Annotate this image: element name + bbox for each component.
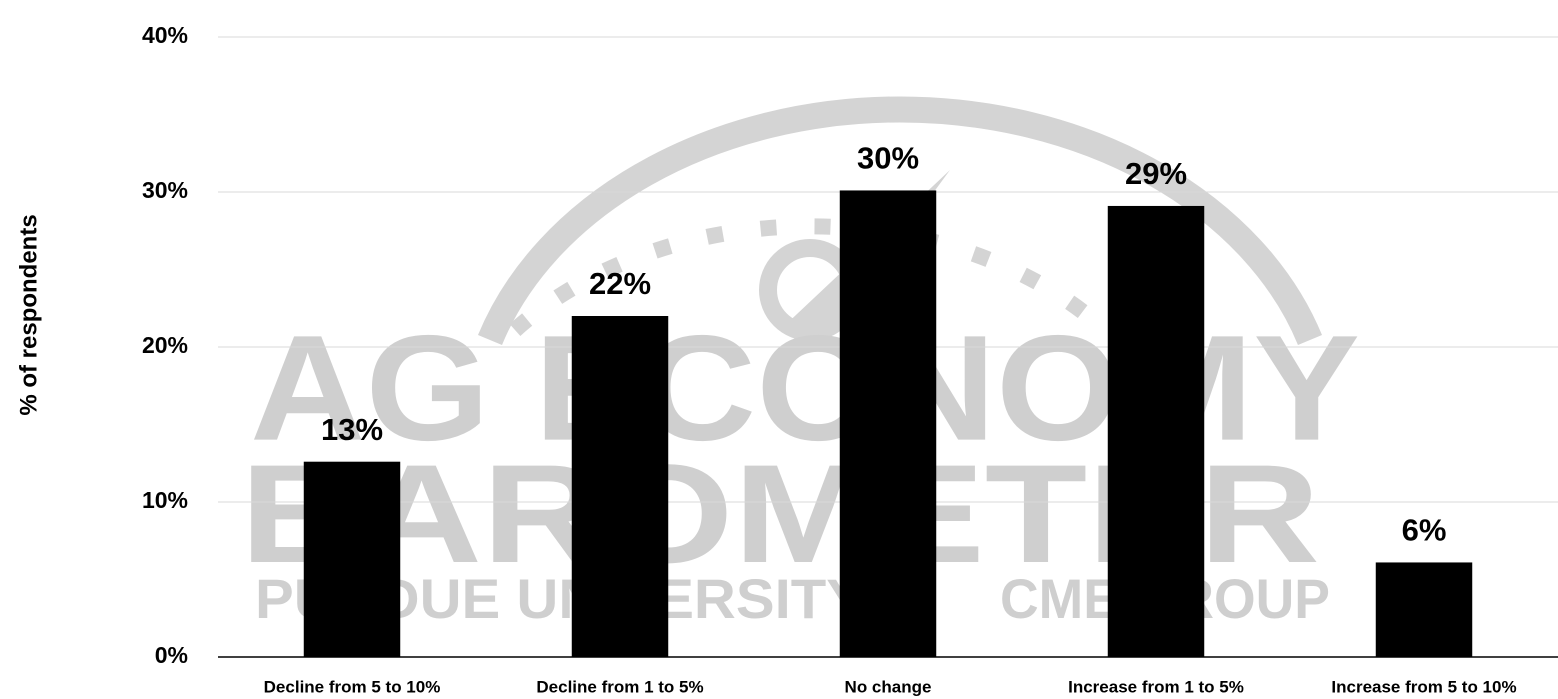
value-label: 22% xyxy=(589,266,651,301)
x-tick-label: No change xyxy=(845,677,932,696)
y-tick-label: 0% xyxy=(155,642,188,668)
value-label: 13% xyxy=(321,412,383,447)
bar xyxy=(839,190,937,657)
gauge-ticks xyxy=(509,218,1111,336)
x-tick-label: Decline from 5 to 10% xyxy=(264,677,441,696)
x-tick-label: Decline from 1 to 5% xyxy=(536,677,703,696)
bar xyxy=(571,316,669,657)
bar xyxy=(1375,562,1473,657)
y-tick-label: 40% xyxy=(142,22,188,48)
y-axis-label: % of respondents xyxy=(15,214,42,415)
x-tick-label: Increase from 5 to 10% xyxy=(1331,677,1516,696)
y-tick-label: 10% xyxy=(142,487,188,513)
value-label: 6% xyxy=(1402,513,1447,548)
value-label: 29% xyxy=(1125,156,1187,191)
y-tick-label: 30% xyxy=(142,177,188,203)
gauge-arc xyxy=(477,96,1323,345)
bar xyxy=(303,461,401,657)
y-tick-label: 20% xyxy=(142,332,188,358)
x-tick-label: Increase from 1 to 5% xyxy=(1068,677,1244,696)
bar xyxy=(1107,205,1205,657)
value-label: 30% xyxy=(857,141,919,176)
